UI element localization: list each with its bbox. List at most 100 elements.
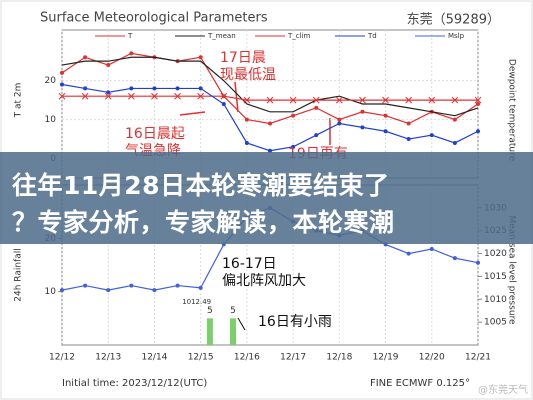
annotation: 16-17日	[222, 256, 277, 272]
legend-label: Mslp	[448, 32, 465, 40]
marker	[360, 109, 365, 114]
marker	[83, 55, 88, 60]
marker	[129, 283, 134, 288]
marker	[314, 105, 319, 110]
marker	[452, 256, 457, 261]
marker	[382, 96, 389, 104]
marker	[429, 133, 434, 138]
marker	[289, 96, 297, 104]
station: 东莞（59289）	[407, 13, 500, 28]
marker	[406, 251, 411, 256]
marker	[406, 137, 411, 142]
marker	[60, 288, 64, 293]
rain-bar	[206, 318, 213, 345]
y2-tick-label: 1015	[484, 272, 507, 282]
annotation: 17日晨	[220, 50, 266, 66]
marker	[266, 96, 274, 104]
marker	[81, 92, 89, 100]
marker	[175, 283, 180, 288]
marker	[268, 121, 272, 126]
marker	[151, 92, 158, 100]
marker	[83, 283, 88, 288]
annotation: 16日晨起	[125, 126, 185, 142]
x-tick-label: 12/12	[49, 353, 75, 363]
legend-label: T	[127, 32, 133, 40]
marker	[476, 260, 480, 265]
chart-title: Surface Meteorological Parameters	[40, 11, 268, 26]
rain-bar	[230, 318, 237, 345]
annotation: 偏北阵风加大	[222, 273, 306, 289]
x-tick-label: 12/15	[188, 353, 214, 363]
arrow	[234, 81, 239, 113]
rain-label: 5	[207, 306, 213, 316]
marker	[198, 86, 203, 91]
marker	[127, 92, 135, 100]
marker	[197, 92, 205, 100]
annotation: 现最低温	[220, 67, 276, 83]
marker	[243, 96, 251, 104]
rain-label: 5	[230, 306, 236, 316]
legend-label: Td	[367, 32, 377, 40]
y2-tick-label: 1005	[484, 318, 507, 328]
x-tick-label: 12/16	[234, 353, 260, 363]
marker	[429, 247, 434, 251]
marker	[291, 113, 296, 118]
marker	[452, 117, 457, 122]
marker	[359, 96, 366, 104]
marker	[106, 288, 111, 293]
y2-tick-label: 1010	[484, 295, 507, 305]
marker	[221, 102, 226, 106]
y3-axis-label: Dewpoint temperature	[507, 59, 517, 162]
footer-right: FINE ECMWF 0.125°	[370, 378, 470, 389]
marker	[360, 125, 365, 130]
arrow	[179, 111, 206, 116]
marker	[314, 133, 319, 138]
x-tick-label: 12/17	[280, 353, 306, 363]
legend-label: T_mean	[207, 32, 236, 40]
marker	[106, 63, 111, 68]
annotation: 16日有小雨	[258, 314, 332, 330]
marker	[129, 86, 134, 91]
arrows	[179, 81, 331, 145]
min-label: 1012.49	[182, 298, 211, 306]
rain-tick-label: 10	[45, 287, 57, 297]
marker	[60, 82, 64, 87]
marker	[268, 148, 272, 153]
y2-tick-label: 1020	[484, 249, 507, 259]
marker	[174, 92, 181, 100]
marker	[152, 288, 157, 293]
legend-label: T_clim	[287, 32, 311, 40]
marker	[337, 117, 342, 122]
marker	[198, 285, 203, 290]
marker	[335, 96, 343, 104]
marker	[106, 90, 111, 95]
watermark: @东莞天气	[478, 383, 528, 396]
marker	[129, 51, 134, 56]
x-tick-label: 12/14	[141, 353, 167, 363]
headline: ？专家分析，专家解读，本轮寒潮	[12, 208, 395, 237]
marker	[83, 86, 88, 91]
marker	[60, 70, 64, 75]
marker	[312, 96, 320, 104]
marker	[476, 102, 480, 106]
arrow	[237, 317, 246, 331]
marker	[220, 92, 228, 100]
marker	[244, 117, 249, 122]
y-axis-label: T at 2m	[14, 83, 24, 119]
footer-left: Initial time: 2023/12/12(UTC)	[62, 378, 207, 389]
marker	[104, 92, 112, 100]
marker	[451, 96, 459, 104]
marker	[476, 129, 480, 134]
headline: 往年11月28日本轮寒潮要结束了	[12, 171, 390, 200]
marker	[474, 96, 482, 104]
marker	[428, 96, 436, 104]
marker	[406, 121, 411, 126]
marker	[452, 140, 457, 145]
x-tick-label: 12/21	[465, 353, 491, 363]
y-tick-label: 10	[45, 115, 57, 125]
x-tick-label: 12/13	[95, 353, 121, 363]
x-tick-label: 12/19	[373, 353, 399, 363]
y2-axis-label: Mean sea level pressure	[507, 215, 517, 325]
marker	[383, 129, 388, 134]
marker	[175, 86, 180, 91]
